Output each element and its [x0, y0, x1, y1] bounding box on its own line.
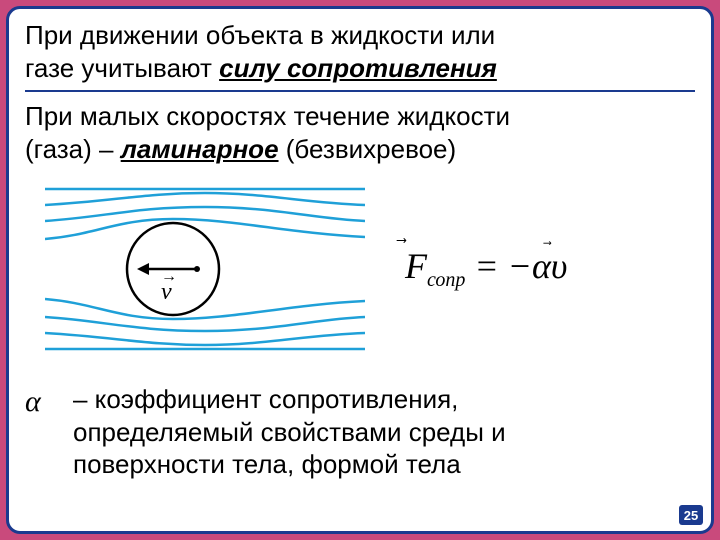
header-text: При движении объекта в жидкости или газе…: [25, 19, 695, 84]
definition-body: – коэффициент сопротивления, определяемы…: [73, 383, 506, 481]
streamline: [45, 207, 365, 221]
definition-line1: – коэффициент сопротивления,: [73, 384, 458, 414]
equals-sign: = −: [465, 246, 532, 286]
slide-frame: При движении объекта в жидкости или газе…: [6, 6, 714, 534]
header-line2-prefix: газе учитывают: [25, 53, 219, 83]
sub-keyword: ламинарное: [121, 134, 279, 164]
sub-line2-suffix: (безвихревое): [279, 134, 457, 164]
definition-alpha: α: [25, 383, 73, 481]
sub-text: При малых скоростях течение жидкости (га…: [25, 100, 695, 165]
header-block: При движении объекта в жидкости или газе…: [25, 19, 695, 92]
definition-block: α – коэффициент сопротивления, определяе…: [25, 383, 695, 481]
definition-line3: поверхности тела, формой тела: [73, 449, 461, 479]
figure-row: v→ ⃗ F сопр = −α⃗υ: [45, 181, 695, 357]
alpha-symbol: α: [532, 246, 551, 286]
streamline: [45, 317, 365, 331]
streamline: [45, 333, 365, 345]
page-number-badge: 25: [679, 505, 703, 525]
vector-v: ⃗υ: [551, 245, 568, 287]
streamline: [45, 193, 365, 205]
velocity-label-arrow-icon: →: [161, 268, 177, 285]
F-symbol: F: [405, 246, 427, 286]
laminar-flow-diagram: v→: [45, 181, 365, 357]
header-keyword: силу сопротивления: [219, 53, 497, 83]
sub-line2-prefix: (газа) –: [25, 134, 121, 164]
vector-F: ⃗ F: [405, 245, 427, 287]
F-subscript: сопр: [427, 270, 465, 292]
v-symbol: υ: [551, 246, 568, 286]
arrow-origin-dot: [194, 266, 200, 272]
definition-line2: определяемый свойствами среды и: [73, 417, 506, 447]
formula: ⃗ F сопр = −α⃗υ: [405, 245, 567, 292]
header-line1: При движении объекта в жидкости или: [25, 20, 495, 50]
sub-line1: При малых скоростях течение жидкости: [25, 101, 510, 131]
